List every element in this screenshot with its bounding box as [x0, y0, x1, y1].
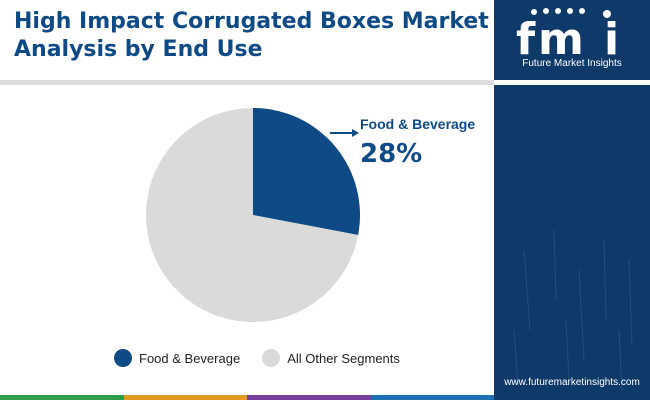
svg-text:f: f	[516, 14, 536, 60]
fmi-logo-mark: f m i	[516, 8, 619, 65]
other-segments-list: Others	[10, 186, 52, 200]
legend-item-food-beverage: Food & Beverage	[114, 349, 240, 367]
fmi-logo: f m i Future Market Insights	[494, 0, 650, 76]
logo-text: Future Market Insights	[522, 58, 622, 69]
list-item-label: Others	[22, 187, 53, 199]
callout-arrow	[330, 129, 359, 137]
pie-chart: Food & Beverage 28%	[145, 108, 475, 322]
pie-slice-food-beverage	[253, 108, 360, 236]
legend-label-food-beverage: Food & Beverage	[139, 350, 241, 366]
bottom-bar-purple	[247, 395, 371, 400]
pie-slice-all-other-segments	[145, 108, 359, 322]
title-divider	[0, 80, 494, 85]
sidebar-decoration	[513, 229, 633, 391]
callout-label: Food & Beverage	[360, 116, 475, 132]
bottom-bar-orange	[123, 395, 247, 400]
other-segments-header: Other Segments	[23, 154, 133, 170]
list-item: Others	[10, 186, 52, 200]
svg-text:m: m	[538, 14, 584, 60]
other-segments-underline	[10, 176, 146, 177]
bottom-bar-green	[0, 395, 124, 400]
pie-slices	[145, 108, 360, 322]
sidebar: f m i Future Market Insights	[494, 0, 650, 400]
chart-legend: Food & Beverage All Other Segments	[114, 348, 422, 368]
legend-swatch-other-segments	[262, 349, 281, 367]
sidebar-divider	[494, 80, 650, 85]
legend-swatch-food-beverage	[114, 349, 132, 367]
bottom-bar-blue	[370, 395, 494, 400]
callout-value: 28%	[360, 139, 422, 169]
bullet-icon	[10, 191, 13, 195]
website-url: www.futuremarketinsights.com	[504, 377, 640, 388]
svg-text:i: i	[604, 14, 619, 60]
bottom-color-bar	[0, 395, 494, 400]
legend-item-other-segments: All Other Segments	[262, 349, 400, 367]
chart-title: High Impact Corrugated Boxes Market Anal…	[14, 9, 489, 62]
legend-label-other-segments: All Other Segments	[287, 350, 400, 366]
